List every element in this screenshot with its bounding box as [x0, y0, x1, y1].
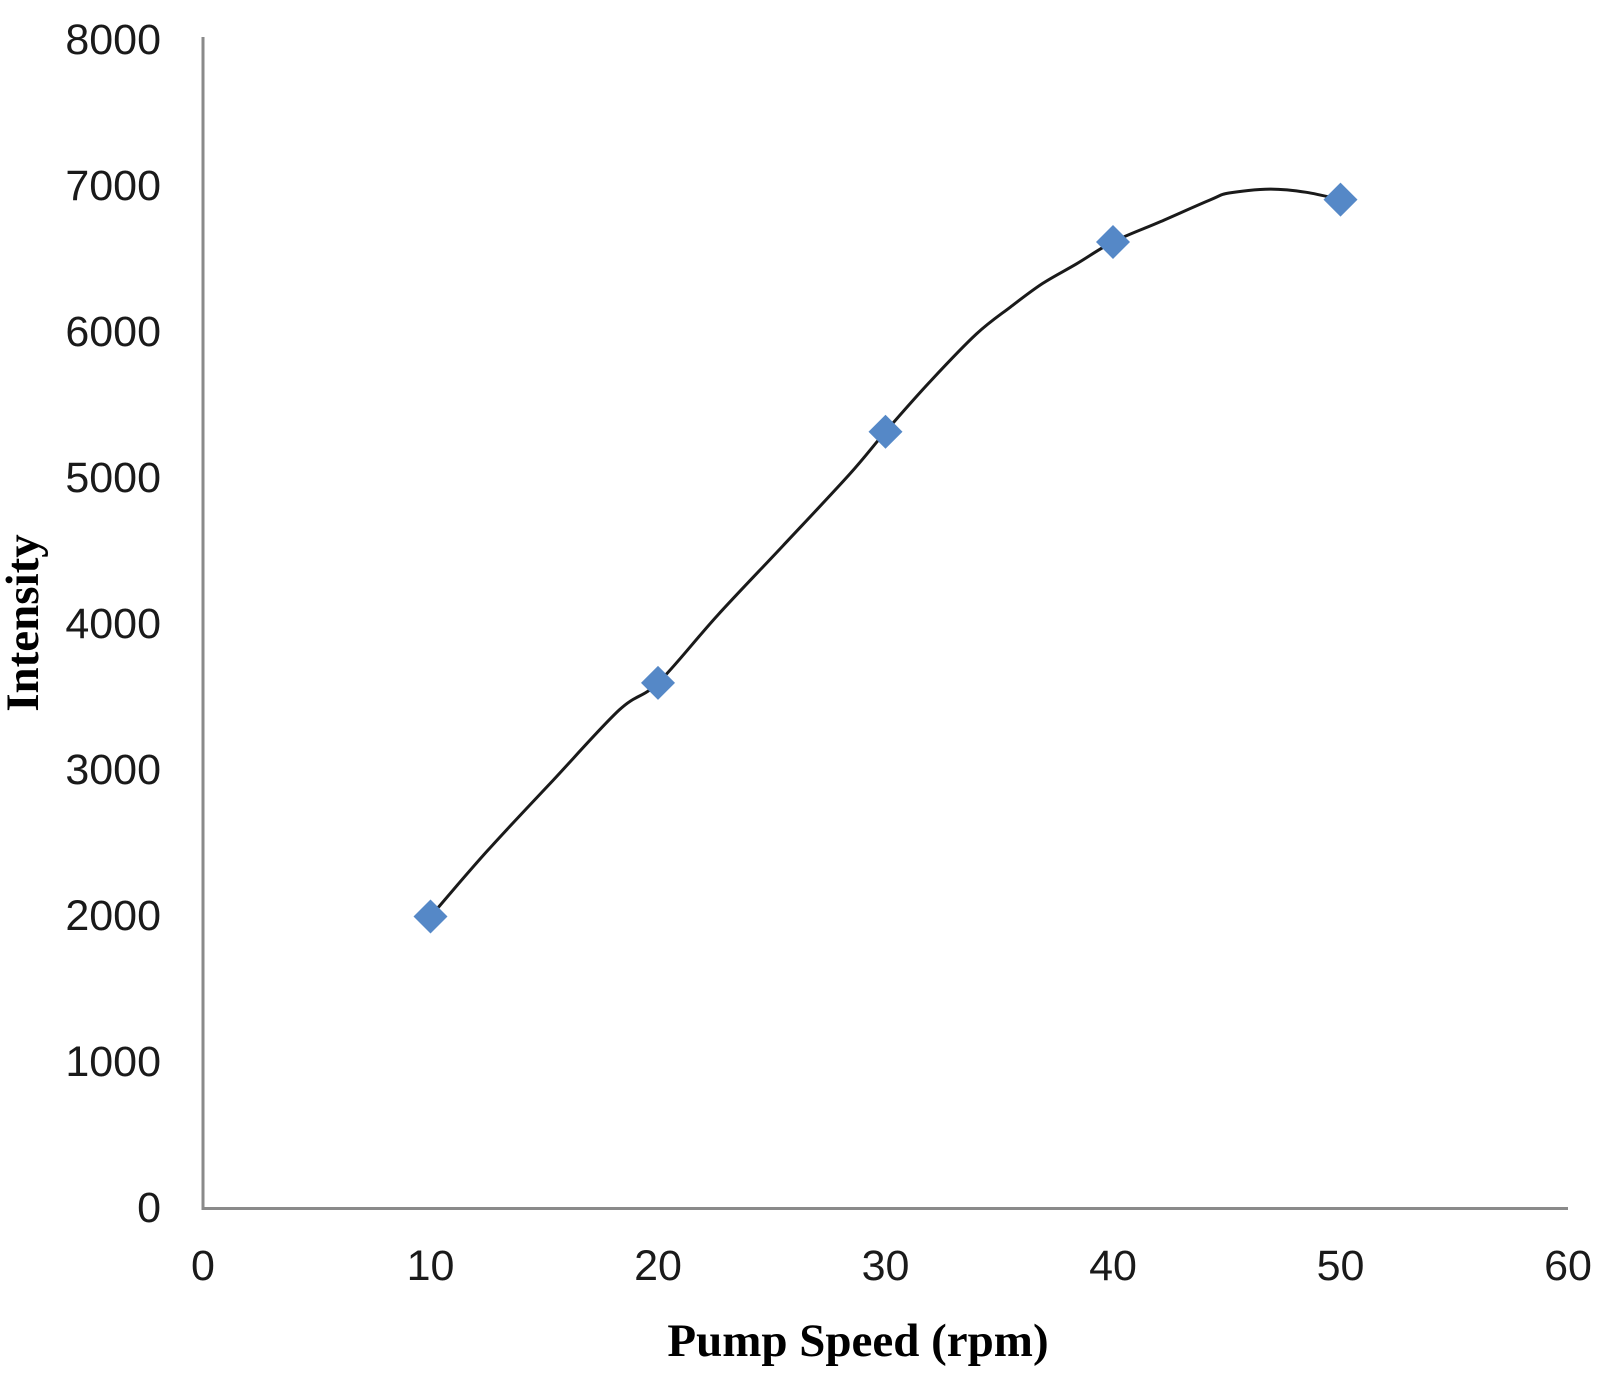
data-point-diamond	[413, 899, 448, 934]
y-axis-title: Intensity	[0, 534, 49, 712]
y-tick-label: 0	[137, 1184, 161, 1232]
x-tick-label: 10	[407, 1242, 455, 1290]
y-tick-label: 8000	[65, 16, 161, 64]
y-tick-label: 7000	[65, 162, 161, 210]
y-axis-tick-labels: 0 1000 2000 3000 4000 5000 6000 7000 8000	[65, 16, 161, 1232]
y-tick-label: 1000	[65, 1038, 161, 1086]
x-tick-label: 0	[191, 1242, 215, 1290]
data-point-markers	[413, 182, 1358, 934]
data-point-diamond	[641, 665, 675, 700]
x-tick-label: 20	[634, 1242, 682, 1290]
axes	[201, 37, 1568, 1210]
y-tick-label: 4000	[65, 600, 161, 648]
trendline-curve	[429, 187, 1342, 918]
data-point-diamond	[1323, 182, 1358, 217]
trendline-path	[429, 187, 1342, 918]
x-tick-label: 50	[1317, 1242, 1365, 1290]
x-tick-label: 30	[862, 1242, 910, 1290]
y-tick-label: 5000	[65, 454, 161, 502]
x-axis-tick-labels: 0 10 20 30 40 50 60	[191, 1242, 1592, 1290]
data-point-diamond	[868, 414, 903, 449]
x-tick-label: 60	[1544, 1242, 1592, 1290]
x-axis-title: Pump Speed (rpm)	[667, 1315, 1048, 1367]
y-tick-label: 2000	[65, 892, 161, 940]
y-tick-label: 6000	[65, 308, 161, 356]
y-tick-label: 3000	[65, 746, 161, 794]
data-point-diamond	[1096, 224, 1130, 259]
x-tick-label: 40	[1089, 1242, 1137, 1290]
